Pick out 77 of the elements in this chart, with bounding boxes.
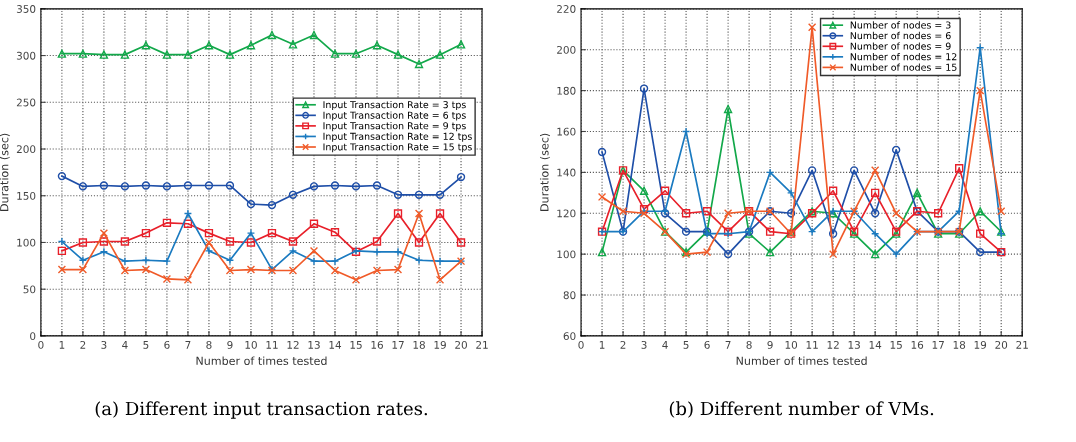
- x-tick-label: 10: [245, 340, 257, 349]
- y-tick-label: 150: [17, 191, 36, 200]
- y-tick-label: 100: [17, 238, 36, 247]
- y-tick-label: 180: [557, 86, 576, 95]
- y-tick-label: 120: [557, 209, 576, 218]
- x-tick-label: 0: [578, 340, 584, 349]
- x-tick-label: 17: [392, 341, 404, 349]
- x-tick-label: 0: [38, 340, 44, 349]
- legend-label: Number of nodes = 12: [850, 52, 957, 61]
- legend-label: Number of nodes = 9: [850, 42, 951, 50]
- y-tick-label: 350: [16, 5, 36, 13]
- x-tick-label: 9: [767, 340, 773, 349]
- y-tick-label: 200: [16, 145, 36, 154]
- x-tick-label: 13: [848, 340, 860, 349]
- y-tick-label: 200: [557, 45, 576, 54]
- legend-label: Number of nodes = 15: [850, 63, 957, 71]
- legend-label: Input Transaction Rate = 6 tps: [323, 111, 466, 121]
- legend-label: Input Transaction Rate = 12 tps: [323, 132, 472, 142]
- x-tick-label: 20: [995, 340, 1008, 349]
- y-tick-label: 100: [557, 250, 576, 259]
- y-tick-label: 220: [557, 5, 576, 13]
- x-tick-label: 6: [704, 340, 710, 349]
- x-tick-label: 14: [329, 341, 342, 349]
- x-tick-label: 17: [932, 341, 944, 349]
- x-tick-label: 4: [122, 341, 128, 349]
- x-tick-label: 21: [476, 340, 488, 349]
- x-tick-label: 18: [413, 340, 425, 349]
- x-tick-label: 15: [890, 341, 902, 349]
- x-tick-label: 8: [746, 340, 752, 349]
- x-tick-label: 2: [80, 340, 86, 349]
- x-tick-label: 1: [599, 341, 605, 349]
- x-tick-label: 14: [869, 341, 882, 349]
- x-tick-label: 20: [455, 340, 467, 349]
- y-tick-label: 80: [563, 291, 576, 300]
- x-tick-label: 21: [1016, 340, 1028, 349]
- x-tick-label: 2: [620, 340, 626, 349]
- x-tick-label: 7: [185, 341, 191, 349]
- x-axis-title: Number of times tested: [736, 356, 867, 366]
- x-axis-title: Number of times tested: [196, 356, 327, 366]
- y-tick-label: 300: [16, 51, 36, 60]
- x-tick-label: 5: [143, 341, 149, 349]
- x-tick-label: 3: [641, 340, 647, 349]
- x-tick-label: 11: [266, 341, 278, 349]
- y-tick-label: 0: [30, 332, 36, 341]
- x-tick-label: 11: [806, 341, 818, 349]
- x-tick-label: 18: [953, 340, 966, 349]
- x-tick-label: 1: [59, 341, 65, 349]
- x-tick-label: 7: [725, 341, 731, 349]
- y-axis-title: Duration (sec): [0, 133, 10, 211]
- y-tick-label: 250: [16, 98, 36, 107]
- x-tick-label: 5: [683, 341, 689, 349]
- legend-label: Input Transaction Rate = 3 tps: [323, 100, 466, 111]
- text: (b) Different number of VMs.: [669, 401, 934, 418]
- x-tick-label: 3: [101, 340, 107, 349]
- x-tick-label: 12: [287, 340, 299, 349]
- x-tick-label: 15: [350, 341, 362, 349]
- y-tick-label: 50: [23, 285, 36, 294]
- y-tick-label: 140: [557, 168, 576, 177]
- text: (a) Different input transaction rates.: [95, 401, 427, 419]
- y-tick-label: 60: [563, 332, 576, 341]
- legend-label: Input Transaction Rate = 9 tps: [323, 122, 466, 132]
- x-tick-label: 16: [911, 340, 924, 349]
- x-tick-label: 9: [227, 340, 233, 349]
- x-tick-label: 19: [434, 340, 446, 349]
- y-axis-title: Duration (sec): [539, 133, 550, 211]
- legend-label: Number of nodes = 6: [850, 31, 951, 40]
- x-tick-label: 10: [785, 340, 798, 349]
- legend-label: Number of nodes = 3: [850, 21, 951, 29]
- x-tick-label: 16: [371, 340, 383, 349]
- x-tick-label: 19: [974, 340, 987, 349]
- y-tick-label: 160: [557, 127, 576, 136]
- x-tick-label: 13: [308, 340, 320, 349]
- x-tick-label: 12: [827, 340, 839, 349]
- legend-label: Input Transaction Rate = 15 tps: [323, 143, 472, 153]
- x-tick-label: 4: [662, 341, 668, 349]
- x-tick-label: 6: [164, 340, 170, 349]
- x-tick-label: 8: [206, 340, 212, 349]
